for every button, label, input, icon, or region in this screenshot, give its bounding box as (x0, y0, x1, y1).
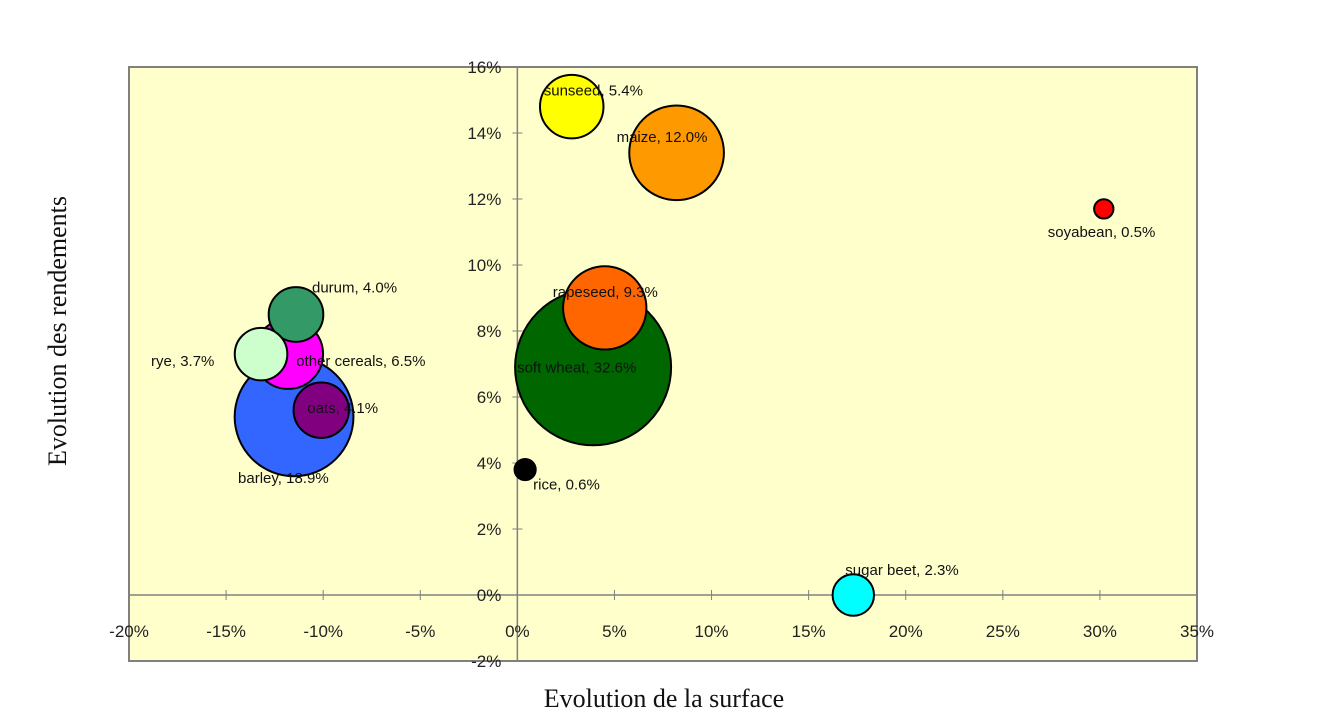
x-tick-label: 15% (792, 622, 826, 641)
bubble-rice (513, 458, 537, 482)
bubble-sunseed (538, 73, 605, 140)
y-tick-label: 8% (477, 322, 502, 341)
label-rice: rice, 0.6% (533, 477, 600, 494)
label-sugar-beet: sugar beet, 2.3% (845, 562, 958, 579)
y-tick-label: 16% (467, 58, 501, 77)
label-other-cereals: other cereals, 6.5% (296, 353, 425, 370)
x-tick-label: 30% (1083, 622, 1117, 641)
label-rapeseed: rapeseed, 9.3% (553, 284, 658, 301)
label-soyabean: soyabean, 0.5% (1048, 224, 1156, 241)
label-oats: oats, 4.1% (307, 400, 378, 417)
x-tick-label: -5% (405, 622, 435, 641)
x-axis-title: Evolution de la surface (544, 684, 784, 713)
x-tick-label: -20% (109, 622, 149, 641)
y-tick-label: 10% (467, 256, 501, 275)
bubble-durum (267, 286, 325, 343)
label-sunseed: sunseed, 5.4% (544, 83, 643, 100)
y-tick-label: 14% (467, 124, 501, 143)
x-tick-label: 5% (602, 622, 627, 641)
bubble-oats (292, 381, 350, 439)
label-barley: barley, 18.9% (238, 470, 329, 487)
label-soft-wheat: soft wheat, 32.6% (517, 359, 636, 376)
bubbles (233, 73, 1115, 617)
y-axis-tick-labels: -2% 0% 2% 4% 6% 8% 10% 12% 14% 16% (467, 58, 523, 671)
x-axis-tick-labels: -20% -15% -10% -5% 0% 5% 10% 15% 20% 25% 30% 35% (109, 590, 1214, 641)
label-maize: maize, 12.0% (617, 129, 708, 146)
y-tick-label: 2% (477, 520, 502, 539)
y-tick-label: 12% (467, 190, 501, 209)
y-tick-label: 0% (477, 586, 502, 605)
y-tick-label: 6% (477, 388, 502, 407)
bubble-soyabean (1093, 198, 1115, 220)
label-durum: durum, 4.0% (312, 280, 397, 297)
y-tick-label: 4% (477, 454, 502, 473)
x-tick-label: -10% (303, 622, 343, 641)
x-tick-label: 0% (505, 622, 530, 641)
y-tick-label: -2% (471, 652, 501, 671)
bubble-maize (628, 104, 725, 202)
bubble-rapeseed (562, 265, 648, 351)
bubble-labels: soft wheat, 32.6% barley, 18.9% maize, 12.… (151, 83, 1155, 579)
x-tick-label: 10% (695, 622, 729, 641)
bubble-rye (233, 326, 289, 382)
x-tick-label: -15% (206, 622, 246, 641)
x-tick-label: 25% (986, 622, 1020, 641)
label-rye: rye, 3.7% (151, 353, 214, 370)
x-tick-label: 20% (889, 622, 923, 641)
y-axis-title: Evolution des rendements (43, 196, 72, 466)
bubble-sugar-beet (831, 573, 876, 617)
x-tick-label: 35% (1180, 622, 1214, 641)
